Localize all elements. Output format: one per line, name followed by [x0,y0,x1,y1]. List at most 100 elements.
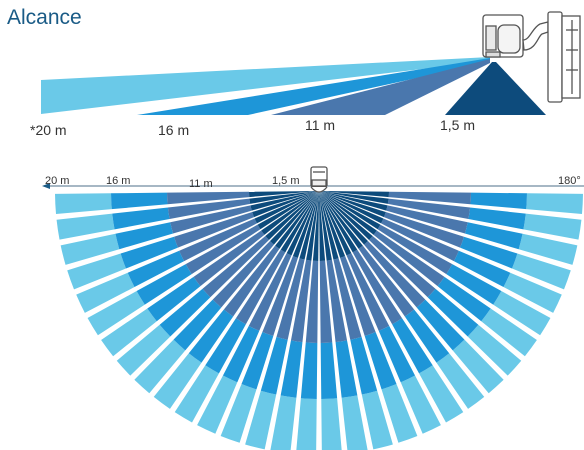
fan-segment-20m [60,233,120,265]
scale-label-11m: 11 m [189,178,213,190]
fan-segment-16m [120,236,178,269]
fan-segment-1-5m [252,191,319,218]
fan-segment-11m [340,255,376,336]
fan-segment-20m [341,395,368,450]
fan-segment-11m [326,259,348,343]
fan-segment-16m [470,192,527,210]
fan-segment-1-5m [250,191,319,211]
fan-segment-11m [223,245,280,317]
fan-segment-20m [361,390,393,450]
fan-segment-16m [460,236,518,269]
fan-segment-11m [290,259,312,343]
fan-segment-11m [262,255,298,336]
fan-segment-11m [193,230,265,287]
fan-segment-1-5m [319,191,389,198]
fan-segment-1-5m [265,191,319,240]
fan-segment-1-5m [286,191,319,256]
fan-segment-11m [276,258,305,340]
fan-segment-11m [319,260,333,343]
fan-segment-11m [363,241,426,308]
fan-segment-11m [167,198,251,220]
fan-segment-16m [364,332,397,390]
fan-segment-16m [188,309,234,363]
fan-segment-16m [205,318,246,374]
fan-segment-20m [436,353,485,409]
fan-segment-20m [523,213,582,240]
diagram-title: Alcance [7,6,82,29]
fan-segment-16m [147,276,201,322]
fan-segment-16m [404,309,450,363]
fan-segment-1-5m [319,191,368,245]
fan-segment-11m [388,191,471,205]
fan-segment-1-5m [292,191,319,258]
fan-segment-20m [481,308,537,357]
fan-segment-11m [387,198,471,220]
fan-segment-20m [245,390,277,450]
fan-segment-1-5m [280,191,319,253]
fan-segment-11m [212,241,275,308]
fan-segment-16m [136,264,192,305]
fan-segment-1-5m [319,191,373,240]
fan-segment-1-5m [319,191,377,235]
fan-segment-11m [185,224,261,275]
fan-segment-20m [512,253,571,290]
side-label-1-5m: 1,5 m [440,117,475,133]
scale-label-20m: 20 m [45,175,69,187]
fan-segment-1-5m [306,191,319,261]
fan-segment-20m [526,193,583,215]
fan-segment-16m [378,325,416,383]
fan-segment-1-5m [249,191,319,198]
fan-segment-16m [468,207,526,230]
fan-segment-1-5m [319,191,332,261]
fan-segment-20m [220,384,257,443]
fan-segment-20m [67,253,126,290]
fan-segment-1-5m [319,191,384,224]
fan-segment-11m [358,245,415,317]
side-beam-11m [271,59,490,115]
fan-segment-11m [383,212,464,248]
fan-segment-16m [446,264,502,305]
fan-segment-1-5m [319,191,381,230]
fan-segment-11m [381,218,459,262]
fan-segment-1-5m [319,191,358,253]
fan-segment-20m [493,291,551,336]
fan-segment-11m [386,205,468,234]
fan-segment-1-5m [319,191,352,256]
fan-segment-16m [392,318,433,374]
fan-segment-11m [248,253,292,331]
fan-segment-16m [222,325,260,383]
scale-label-16m: 16 m [106,175,130,187]
side-label-16m: 16 m [158,122,189,138]
detection-fan [55,191,583,450]
fan-segment-1-5m [319,191,326,261]
fan-segment-20m [503,272,562,313]
side-beam-20m [41,57,490,114]
fan-segment-11m [377,224,453,275]
fan-segment-20m [55,193,112,215]
fan-segment-16m [335,340,358,398]
fan-segment-1-5m [312,191,319,261]
fan-segment-16m [427,288,479,337]
fan-segment-20m [153,353,202,409]
angle-label: 180° [558,175,581,187]
fan-segment-1-5m [270,191,319,245]
fan-segment-11m [305,260,319,343]
fan-segment-20m [381,384,418,443]
fan-segment-20m [296,398,317,450]
fan-segment-11m [167,191,250,205]
fan-segment-16m [111,192,168,210]
fan-segment-20m [321,398,342,450]
scale-arrow-icon [42,183,50,189]
fan-segment-1-5m [319,191,346,258]
fan-segment-16m [159,288,211,337]
fan-segment-1-5m [319,191,389,204]
fan-segment-11m [373,230,445,287]
fan-segment-1-5m [299,191,319,260]
fan-segment-11m [369,235,436,298]
fan-segment-1-5m [319,191,339,260]
side-beam-16m [137,58,490,115]
fan-segment-16m [115,222,174,250]
fan-segment-11m [170,205,252,234]
fan-segment-11m [179,218,257,262]
